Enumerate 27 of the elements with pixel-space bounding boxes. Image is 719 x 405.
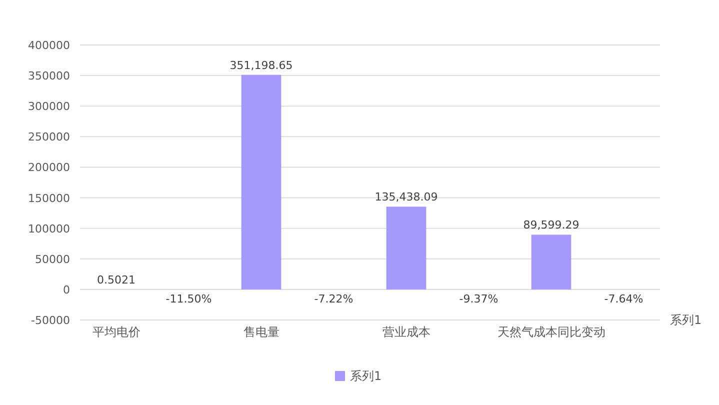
text: 系列1 <box>670 313 702 327</box>
y-tick-label: 200000 <box>28 161 70 174</box>
y-tick-label: 250000 <box>28 130 70 144</box>
data-label: -7.22% <box>314 292 354 306</box>
x-tick-label: 平均电价 <box>92 325 140 339</box>
data-label: 0.5021 <box>97 273 136 286</box>
y-tick-label: 400000 <box>28 39 70 52</box>
data-label: 135,438.09 <box>374 190 438 204</box>
y-tick-label: 0 <box>63 283 70 296</box>
x-tick-label: 营业成本 <box>382 325 430 339</box>
y-tick-label: 50000 <box>35 252 70 266</box>
legend-label: 系列1 <box>350 369 382 383</box>
data-label: -11.50% <box>166 292 212 306</box>
bar <box>531 234 572 290</box>
data-label: 351,198.65 <box>230 58 293 72</box>
y-tick-label: 300000 <box>28 100 70 114</box>
data-label: -9.37% <box>459 292 498 306</box>
data-label: 89,599.29 <box>523 218 580 232</box>
y-tick-label: -50000 <box>31 314 70 327</box>
bar <box>386 206 426 290</box>
data-label: -7.64% <box>604 292 644 306</box>
x-tick-label: 天然气成本同比变动 <box>497 325 606 339</box>
bar <box>241 74 282 290</box>
y-tick-label: 350000 <box>28 70 70 83</box>
x-tick-label: 售电量 <box>243 325 280 339</box>
y-tick-label: 100000 <box>28 222 70 236</box>
y-tick-label: 150000 <box>28 192 70 205</box>
